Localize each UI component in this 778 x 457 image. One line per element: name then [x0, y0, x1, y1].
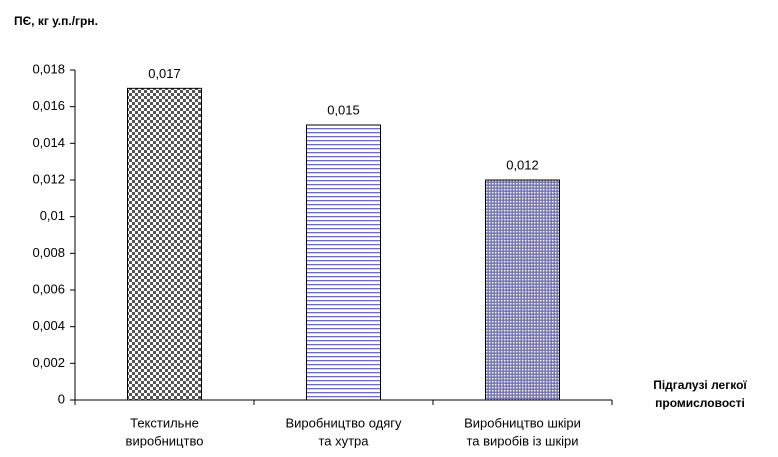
x-tick-label: Виробництво шкіри: [464, 415, 581, 430]
x-tick-label: та виробів із шкіри: [466, 433, 578, 448]
y-tick-label: 0: [58, 391, 65, 406]
y-tick-label: 0,012: [32, 171, 65, 186]
bar: [306, 124, 381, 401]
bar: [485, 179, 560, 401]
x-tick-label: Виробництво одягу: [285, 415, 402, 430]
value-label: 0,017: [148, 66, 181, 81]
y-axis-title: ПЄ, кг у.п./грн.: [14, 14, 98, 28]
value-label: 0,015: [327, 102, 360, 117]
y-tick-label: 0,014: [32, 135, 65, 150]
x-axis-title: Підгалузі легкої: [653, 378, 747, 392]
y-tick-label: 0,016: [32, 98, 65, 113]
x-tick-label: та хутра: [318, 433, 369, 448]
y-tick-label: 0,002: [32, 355, 65, 370]
value-label: 0,012: [506, 157, 539, 172]
y-tick-label: 0,018: [32, 61, 65, 76]
y-tick-label: 0,006: [32, 281, 65, 296]
y-tick-label: 0,01: [40, 208, 65, 223]
y-tick-label: 0,008: [32, 245, 65, 260]
bar: [127, 87, 202, 401]
x-tick-label: виробництво: [126, 433, 204, 448]
x-tick-label: Текстильне: [130, 415, 199, 430]
x-axis-title: промисловості: [655, 396, 745, 410]
y-tick-label: 0,004: [32, 318, 65, 333]
